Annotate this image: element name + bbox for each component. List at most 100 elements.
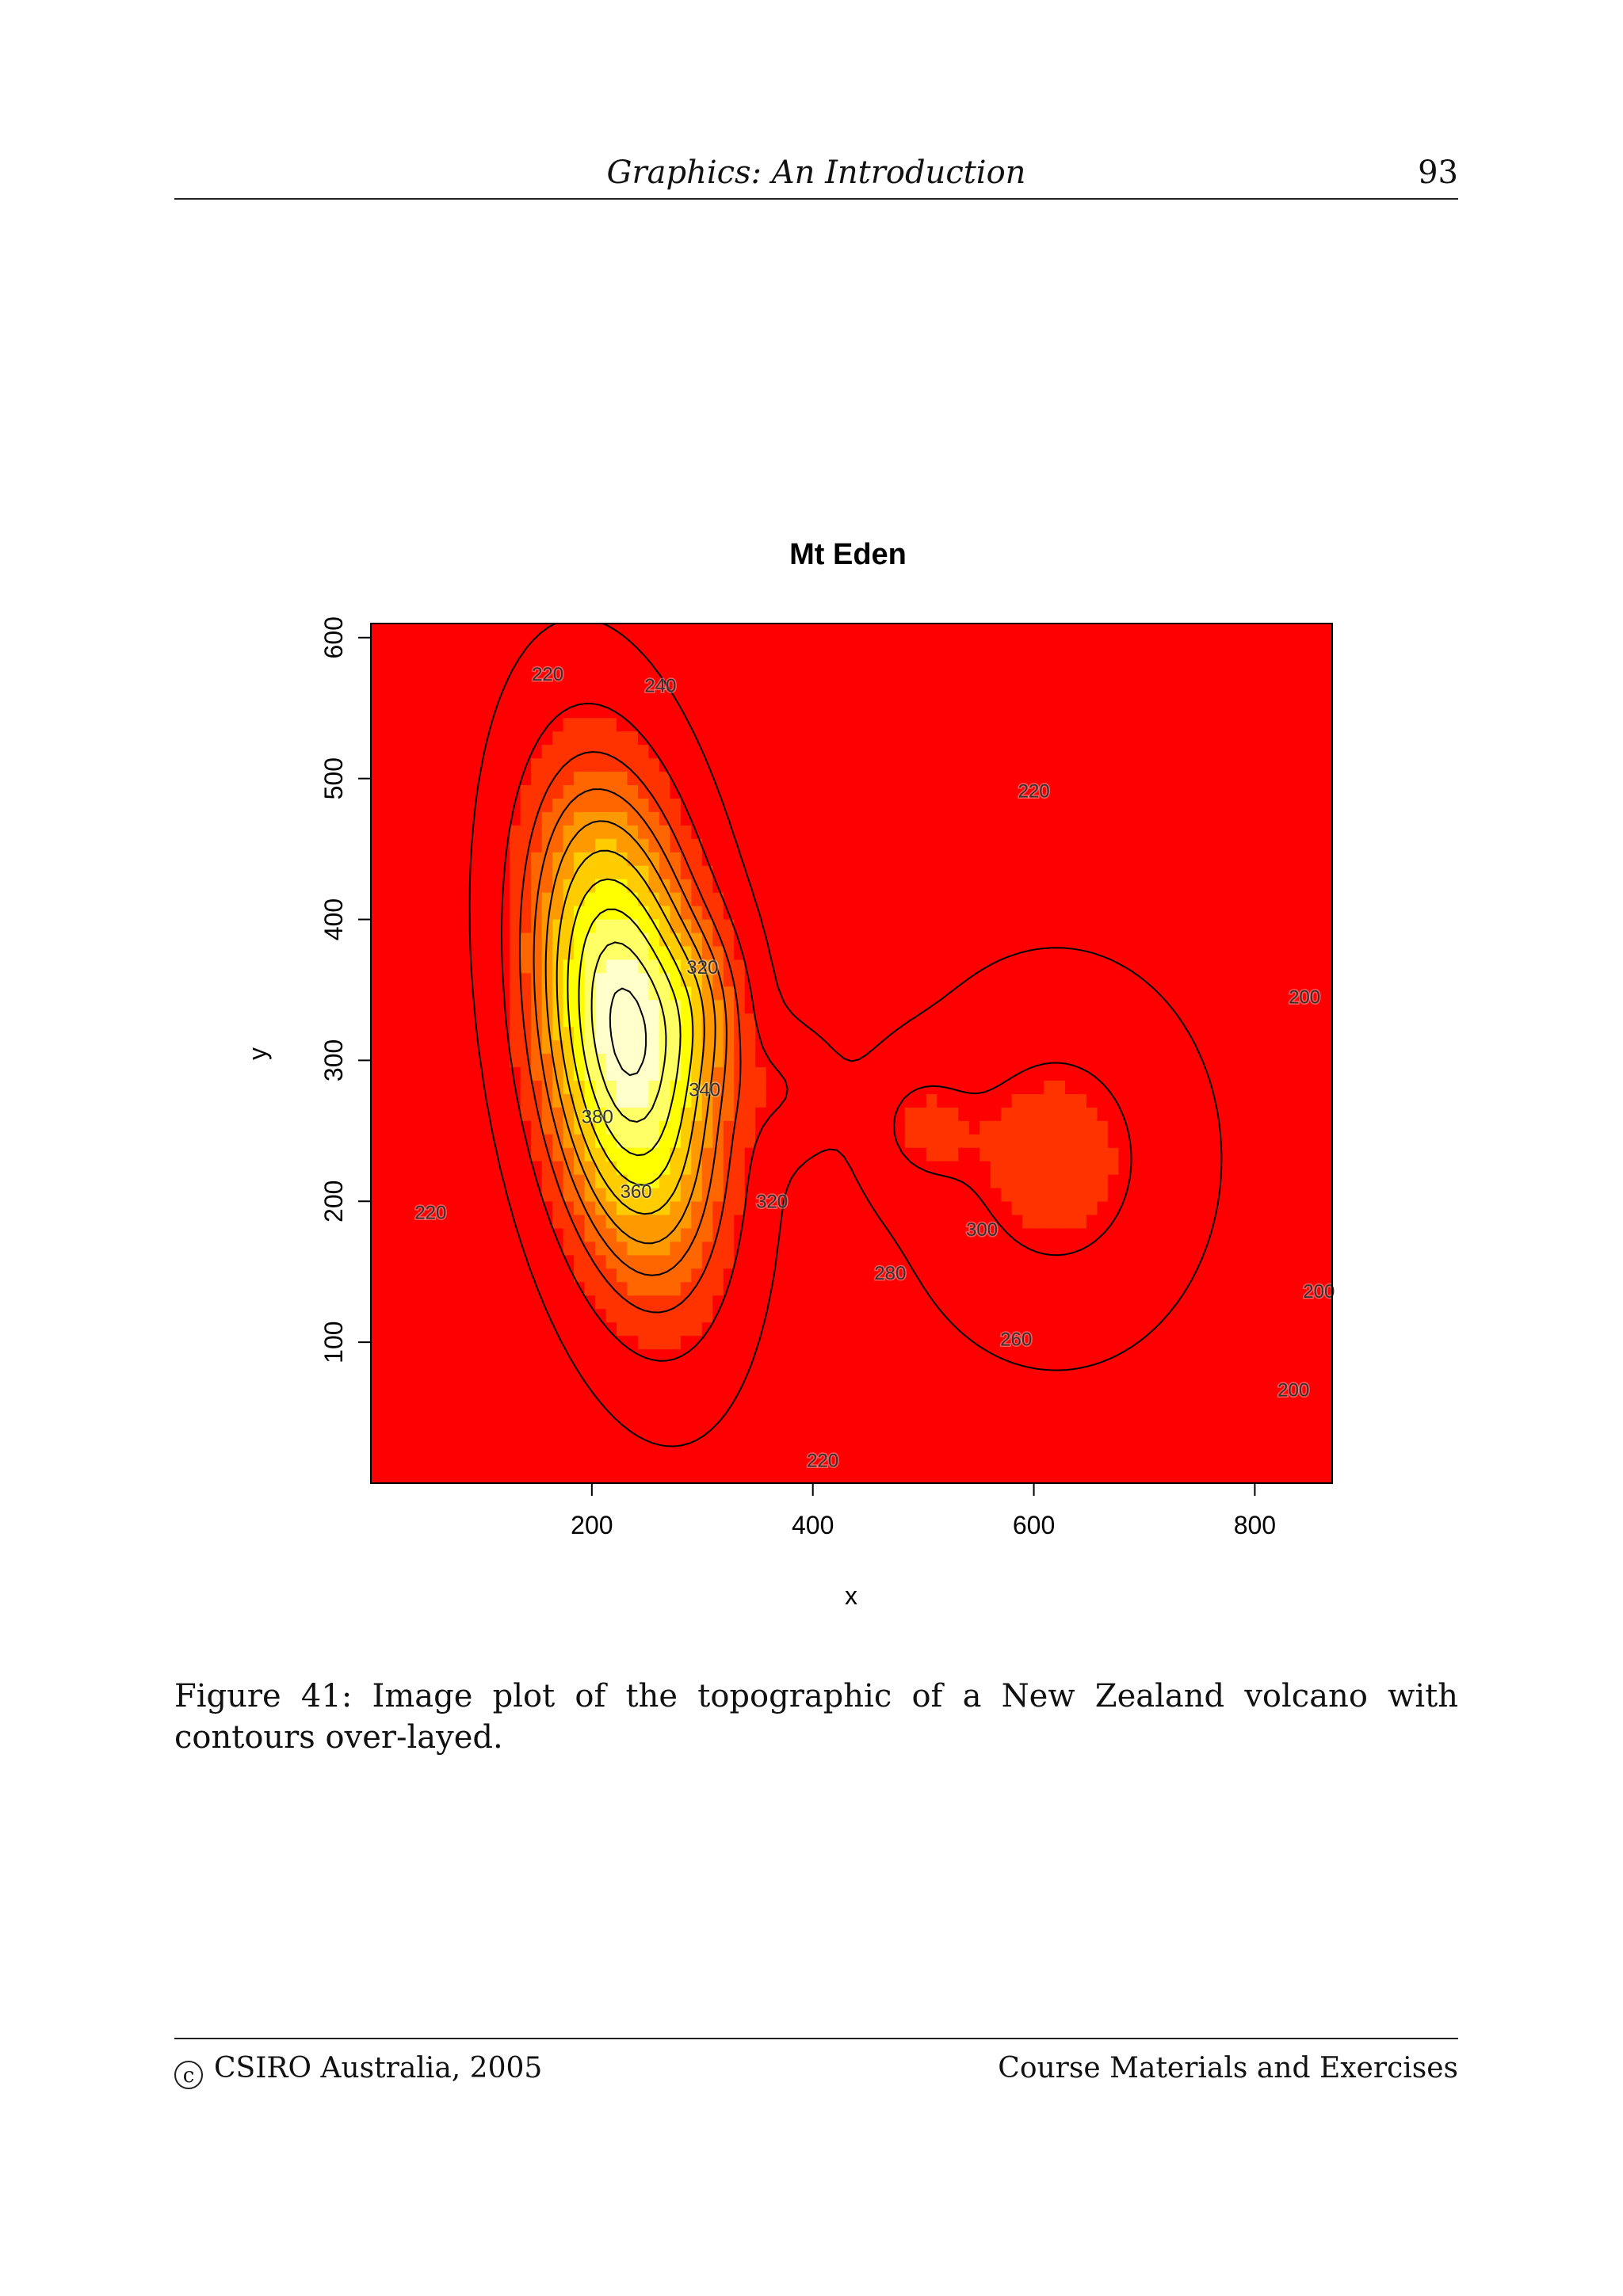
heatmap-cell (766, 1348, 777, 1363)
heatmap-cell (915, 1348, 927, 1363)
heatmap-cell (1011, 717, 1023, 732)
heatmap-cell (766, 865, 777, 879)
heatmap-cell (1161, 757, 1173, 772)
heatmap-cell (1065, 1295, 1077, 1310)
heatmap-cell (691, 1470, 703, 1484)
heatmap-cell (1022, 1013, 1034, 1028)
heatmap-cell (1022, 1227, 1034, 1242)
heatmap-cell (627, 798, 639, 812)
heatmap-cell (1193, 771, 1205, 786)
heatmap-cell (766, 1335, 777, 1350)
heatmap-cell (990, 825, 1002, 839)
heatmap-cell (1075, 1013, 1087, 1028)
heatmap-cell (830, 1161, 842, 1175)
heatmap-cell (861, 1039, 874, 1055)
heatmap-cell (1097, 1026, 1109, 1041)
heatmap-cell (1054, 624, 1066, 638)
heatmap-cell (1140, 1281, 1151, 1296)
heatmap-cell (1054, 1013, 1066, 1028)
heatmap-cell (670, 1039, 682, 1055)
heatmap-cell (1171, 865, 1183, 879)
heatmap-cell (883, 1161, 896, 1175)
heatmap-cell (1075, 1254, 1087, 1269)
heatmap-cell (1075, 1174, 1087, 1188)
heatmap-cell (734, 879, 746, 893)
heatmap-cell (808, 1335, 820, 1350)
heatmap-cell (841, 838, 853, 852)
heatmap-cell (947, 838, 959, 852)
heatmap-cell (648, 865, 660, 879)
heatmap-cell (680, 1429, 692, 1444)
heatmap-cell (1140, 771, 1151, 786)
heatmap-cell (510, 1026, 521, 1041)
heatmap-cell (1182, 1470, 1194, 1484)
heatmap-cell (904, 852, 916, 866)
heatmap-cell (947, 1254, 959, 1269)
heatmap-cell (755, 1120, 767, 1135)
heatmap-cell (841, 1443, 853, 1457)
heatmap-cell (798, 999, 810, 1014)
heatmap-cell (477, 717, 489, 732)
heatmap-cell (1011, 1161, 1023, 1175)
heatmap-cell (616, 892, 628, 906)
heatmap-cell (691, 757, 703, 772)
heatmap-cell (627, 1268, 639, 1283)
heatmap-cell (712, 690, 724, 705)
heatmap-cell (391, 879, 404, 893)
heatmap-cell (1107, 1429, 1120, 1444)
heatmap-cell (1182, 1308, 1194, 1323)
heatmap-cell (1011, 892, 1023, 906)
heatmap-cell (520, 1443, 532, 1457)
heatmap-cell (680, 1026, 692, 1041)
heatmap-cell (424, 1147, 436, 1161)
heatmap-cell (1001, 1375, 1013, 1390)
heatmap-cell (1033, 1107, 1044, 1121)
heatmap-cell (1140, 1375, 1151, 1390)
heatmap-cell (563, 1456, 575, 1470)
heatmap-cell (1171, 730, 1183, 746)
heatmap-cell (413, 1066, 425, 1081)
heatmap-cell (1182, 1402, 1194, 1417)
heatmap-cell (403, 1335, 414, 1350)
heatmap-cell (980, 1402, 991, 1417)
heatmap-cell (403, 918, 414, 933)
heatmap-cell (1161, 1053, 1173, 1068)
heatmap-cell (980, 717, 991, 732)
heatmap-cell (498, 1456, 510, 1470)
heatmap-cell (894, 717, 906, 732)
heatmap-cell (808, 1161, 820, 1175)
heatmap-cell (541, 1188, 553, 1202)
heatmap-cell (1150, 852, 1162, 866)
heatmap-cell (531, 1053, 543, 1068)
heatmap-cell (1140, 811, 1151, 826)
heatmap-cell (477, 892, 489, 906)
heatmap-cell (424, 1295, 436, 1310)
heatmap-cell (627, 999, 639, 1014)
heatmap-cell (851, 744, 863, 759)
heatmap-cell (381, 1322, 393, 1337)
heatmap-cell (947, 704, 959, 719)
heatmap-cell (1097, 1443, 1109, 1457)
heatmap-cell (851, 1375, 863, 1390)
heatmap-cell (445, 1147, 457, 1161)
heatmap-cell (1075, 1053, 1087, 1068)
heatmap-cell (712, 1443, 724, 1457)
heatmap-cell (616, 771, 628, 786)
heatmap-cell (637, 1066, 650, 1081)
heatmap-cell (894, 972, 906, 987)
heatmap-cell (1033, 1281, 1044, 1296)
heatmap-cell (1065, 1080, 1077, 1094)
heatmap-cell (477, 999, 489, 1014)
heatmap-cell (1086, 852, 1098, 866)
heatmap-cell (723, 624, 735, 638)
heatmap-cell (851, 906, 863, 920)
heatmap-cell (574, 730, 586, 746)
heatmap-cell (595, 744, 607, 759)
heatmap-cell (1140, 852, 1151, 866)
heatmap-cell (648, 838, 660, 852)
heatmap-cell (701, 1120, 713, 1135)
heatmap-cell (413, 1134, 425, 1148)
heatmap-cell (467, 1348, 479, 1363)
heatmap-cell (605, 1416, 617, 1430)
heatmap-cell (670, 1375, 682, 1390)
